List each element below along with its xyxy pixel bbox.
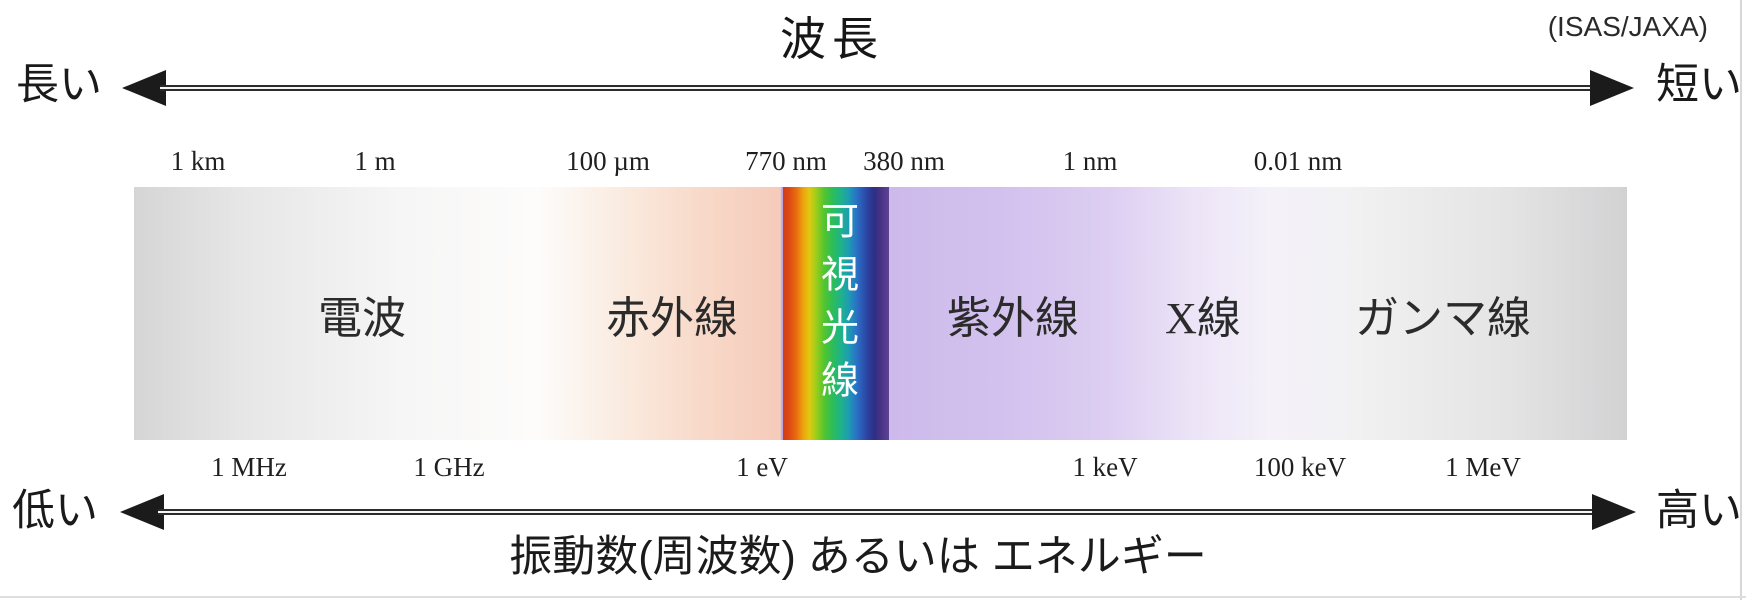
frequency-tick: 1 eV (736, 452, 788, 482)
wavelength-tick: 0.01 nm (1253, 146, 1343, 176)
visible-light-strip: 可視光線 (783, 187, 889, 440)
wavelength-tick: 770 nm (745, 146, 827, 176)
frequency-axis-title: 振動数(周波数) あるいは エネルギー (509, 533, 1207, 581)
wavelength-axis-arrow (160, 85, 1592, 91)
frequency-tick: 1 MeV (1445, 452, 1521, 482)
band-label-visible: 可視光線 (814, 201, 857, 413)
frequency-low-label: 低い (12, 488, 98, 535)
wavelength-tick: 1 km (170, 146, 226, 176)
wavelength-axis-title: 波長 (780, 14, 884, 65)
wavelength-tick: 1 m (354, 146, 396, 176)
frequency-axis-arrow (158, 509, 1594, 515)
band-label-gamma: ガンマ線 (1355, 294, 1531, 343)
wavelength-arrowhead-right-icon (1590, 70, 1634, 106)
band-label-radio: 電波 (318, 294, 406, 343)
band-label-ultraviolet: 紫外線 (947, 294, 1079, 343)
frequency-high-label: 高い (1656, 488, 1742, 535)
wavelength-short-label: 短い (1656, 62, 1742, 109)
credit-label: (ISAS/JAXA) (1547, 11, 1708, 42)
wavelength-tick: 380 nm (863, 146, 945, 176)
frame-right-line (1740, 0, 1742, 600)
frequency-arrowhead-left-icon (120, 494, 164, 530)
frequency-tick: 1 keV (1072, 452, 1138, 482)
wavelength-arrowhead-left-icon (122, 70, 166, 106)
frequency-tick: 1 GHz (413, 452, 485, 482)
band-label-xray: X線 (1165, 294, 1241, 343)
wavelength-tick: 1 nm (1062, 146, 1118, 176)
band-label-infrared: 赤外線 (606, 294, 738, 343)
frame-bottom-line (0, 596, 1746, 598)
frequency-tick: 100 keV (1253, 452, 1347, 482)
frequency-arrowhead-right-icon (1592, 494, 1636, 530)
frequency-tick: 1 MHz (211, 452, 287, 482)
wavelength-tick: 100 µm (566, 146, 650, 176)
wavelength-long-label: 長い (16, 62, 102, 109)
